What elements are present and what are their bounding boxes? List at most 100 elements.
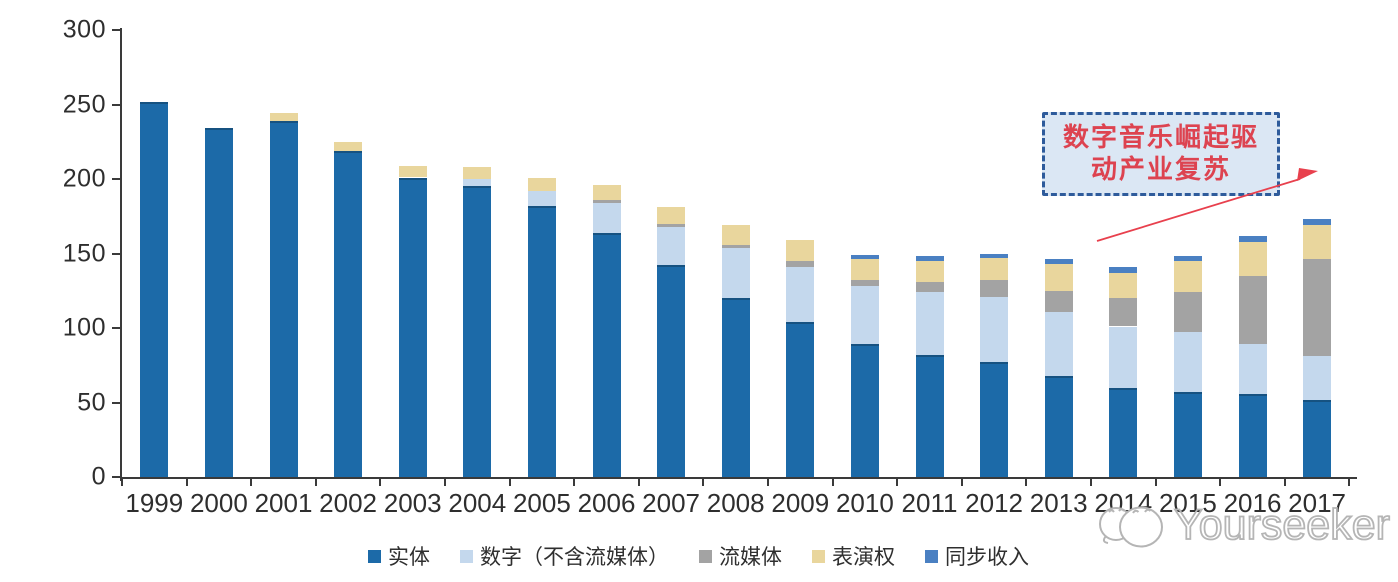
bar-segment-2014-3 [1109, 298, 1138, 327]
bar-segment-2016-4 [1238, 241, 1267, 276]
bar-segment-2013-4 [1044, 263, 1073, 291]
bar-segment-2013-1 [1044, 375, 1073, 477]
annotation-callout: 数字音乐崛起驱 动产业复苏 [1042, 112, 1280, 196]
bar-segment-2012-1 [980, 362, 1009, 477]
x-axis-label: 2016 [1223, 488, 1282, 518]
bar-segment-2017-1 [1303, 399, 1332, 477]
bar-segment-2017-4 [1303, 225, 1332, 260]
x-axis-tick [314, 477, 317, 486]
x-axis-tick [831, 477, 834, 486]
bar-segment-2010-5 [850, 254, 879, 260]
y-axis-tick-label: 50 [77, 388, 106, 416]
bar-segment-2007-2 [657, 226, 686, 266]
y-axis-tick-label: 250 [62, 90, 106, 118]
y-axis-tick [112, 29, 120, 31]
x-axis-tick [637, 477, 640, 486]
bar-segment-2008-4 [721, 225, 750, 245]
y-axis-tick [112, 252, 120, 255]
bar-segment-2012-4 [980, 257, 1009, 281]
bar-segment-2013-5 [1044, 259, 1073, 264]
chart-legend: 实体 数字（不含流媒体） 流媒体 表演权 同步收入 [368, 541, 1029, 571]
legend-swatch-icon [812, 549, 825, 563]
legend-item: 数字（不含流媒体） [460, 541, 669, 571]
x-axis-tick [444, 477, 446, 486]
y-axis-tick-label: 150 [62, 239, 106, 267]
x-axis-tick [250, 477, 253, 486]
x-axis-label: 2010 [835, 488, 894, 518]
bar-segment-2008-3 [721, 244, 750, 248]
x-axis-tick [767, 477, 769, 486]
bar-segment-2009-1 [786, 322, 815, 477]
x-axis-tick [896, 477, 899, 486]
legend-swatch-icon [460, 549, 473, 563]
bar-segment-2011-1 [915, 354, 944, 477]
bar-segment-2015-2 [1173, 332, 1202, 393]
legend-swatch-icon [699, 549, 712, 563]
bar-segment-2004-1 [463, 186, 492, 477]
x-axis-tick [1025, 477, 1028, 486]
x-axis-label: 2000 [189, 488, 248, 518]
bar-segment-2011-3 [915, 281, 944, 293]
bar-segment-2017-2 [1303, 356, 1332, 400]
bar-segment-2006-3 [592, 199, 621, 203]
bar-segment-2007-4 [657, 207, 686, 224]
x-axis-tick [1154, 477, 1157, 486]
bar-segment-2005-1 [527, 205, 556, 477]
bar-segment-2014-5 [1109, 266, 1138, 273]
annotation-text-line2: 动产业复苏 [1090, 155, 1231, 184]
legend-item: 流媒体 [699, 541, 782, 571]
legend-item: 表演权 [812, 541, 895, 571]
x-axis-label: 2009 [771, 488, 830, 518]
legend-item: 实体 [368, 541, 430, 571]
x-axis-label: 2012 [965, 488, 1024, 518]
bar-segment-2010-1 [850, 344, 879, 477]
x-axis-label: 2017 [1288, 488, 1347, 518]
bar-segment-2006-1 [592, 232, 621, 477]
y-axis-tick-label: 200 [62, 164, 106, 193]
bar-segment-2003-1 [398, 177, 427, 477]
y-axis-line [120, 28, 122, 481]
x-axis-label: 2003 [383, 488, 442, 518]
x-axis-tick [185, 477, 188, 486]
legend-label: 表演权 [832, 545, 895, 569]
x-axis-label: 2006 [577, 488, 636, 518]
bar-segment-2013-2 [1044, 311, 1073, 376]
y-axis-tick [112, 476, 120, 478]
bar-segment-2015-5 [1173, 256, 1202, 261]
x-axis-label: 2015 [1158, 488, 1217, 518]
x-axis-label: 2007 [642, 488, 701, 518]
bar-segment-2016-3 [1238, 275, 1267, 345]
x-axis-tick [379, 477, 382, 486]
bar-segment-2017-5 [1303, 219, 1332, 226]
y-axis-tick [112, 401, 120, 404]
x-axis-label: 2005 [512, 488, 571, 518]
bar-segment-2001-4 [269, 113, 298, 121]
x-axis-label: 2004 [448, 488, 507, 518]
x-axis-tick [573, 477, 576, 486]
bar-segment-2009-3 [786, 260, 815, 267]
legend-label: 同步收入 [945, 545, 1029, 569]
bar-segment-2017-3 [1303, 259, 1332, 357]
bar-segment-2007-3 [657, 223, 686, 227]
x-axis-tick [121, 477, 123, 486]
bar-segment-2012-2 [980, 296, 1009, 363]
bar-segment-2016-5 [1238, 235, 1267, 242]
x-axis-label: 1999 [125, 488, 184, 518]
bar-segment-2004-2 [463, 179, 492, 187]
x-axis-tick [508, 477, 511, 486]
bar-segment-1999-1 [140, 101, 169, 477]
bar-segment-2002-4 [334, 141, 363, 151]
bar-segment-2012-3 [980, 280, 1009, 297]
x-axis-tick [1348, 477, 1351, 486]
x-axis-label: 2011 [901, 488, 958, 518]
bar-segment-2009-4 [786, 240, 815, 261]
annotation-arrowhead-icon [1297, 168, 1318, 181]
bar-segment-2008-1 [721, 298, 750, 477]
legend-label: 流媒体 [719, 545, 782, 569]
bar-segment-2004-4 [463, 167, 492, 179]
bar-segment-2016-1 [1238, 393, 1267, 477]
bar-segment-2009-2 [786, 266, 815, 323]
bar-segment-2010-3 [850, 280, 879, 287]
y-axis-tick [112, 103, 120, 106]
